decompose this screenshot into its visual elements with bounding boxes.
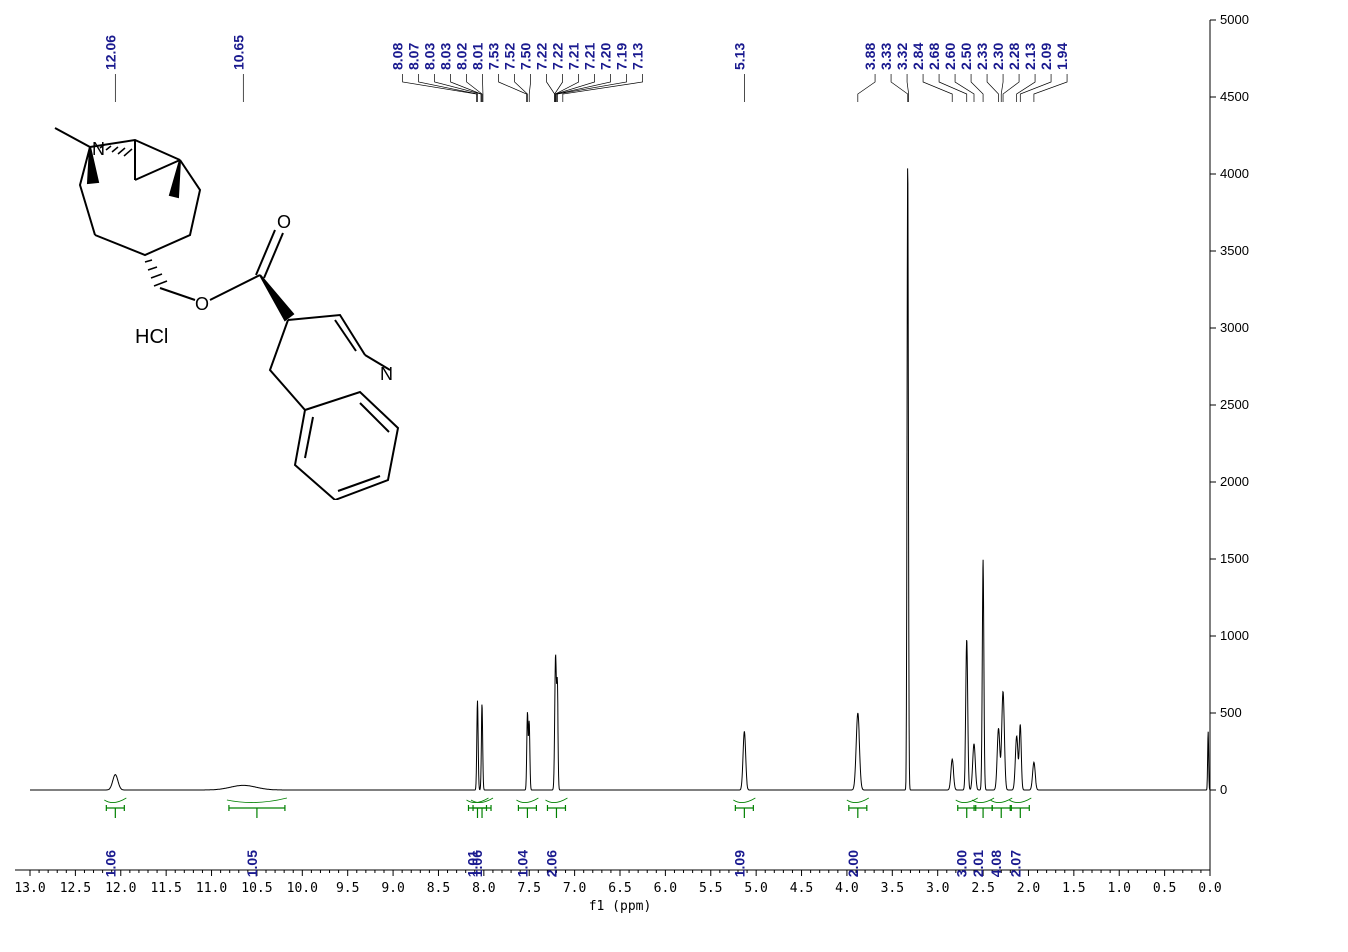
peak-label: 2.60	[942, 43, 958, 70]
hcl-label: HCl	[135, 326, 168, 348]
integral-label: 2.00	[845, 850, 861, 877]
svg-text:6.5: 6.5	[608, 881, 631, 896]
svg-text:1.5: 1.5	[1062, 881, 1085, 896]
svg-text:8.5: 8.5	[427, 881, 450, 896]
peak-label: 10.65	[230, 35, 246, 70]
svg-text:10.0: 10.0	[287, 881, 318, 896]
svg-text:500: 500	[1220, 705, 1242, 720]
svg-text:4500: 4500	[1220, 89, 1249, 104]
svg-text:10.5: 10.5	[241, 881, 272, 896]
peak-label: 2.09	[1038, 43, 1054, 70]
peak-label: 7.52	[502, 43, 518, 70]
integral-label: 2.07	[1007, 850, 1023, 877]
svg-text:6.0: 6.0	[654, 881, 677, 896]
svg-text:5.5: 5.5	[699, 881, 722, 896]
svg-text:4000: 4000	[1220, 166, 1249, 181]
svg-text:4.0: 4.0	[835, 881, 858, 896]
peak-label: 7.50	[518, 43, 534, 70]
svg-text:5.0: 5.0	[744, 881, 767, 896]
svg-text:11.5: 11.5	[150, 881, 181, 896]
peak-label: 7.53	[486, 43, 502, 70]
svg-text:1.0: 1.0	[1107, 881, 1130, 896]
peak-label: 8.02	[454, 43, 470, 70]
integral-label: 1.05	[244, 850, 260, 877]
svg-text:8.0: 8.0	[472, 881, 495, 896]
peak-label: 8.03	[438, 43, 454, 70]
svg-text:3500: 3500	[1220, 243, 1249, 258]
svg-text:N: N	[380, 364, 393, 384]
peak-label: 8.07	[406, 43, 422, 70]
svg-text:0.0: 0.0	[1198, 881, 1221, 896]
integral-label: 3.00	[954, 850, 970, 877]
integral-label: 1.06	[102, 850, 118, 877]
peak-label: 3.32	[894, 43, 910, 70]
peak-label: 3.88	[862, 43, 878, 70]
svg-text:3.0: 3.0	[926, 881, 949, 896]
svg-text:7.0: 7.0	[563, 881, 586, 896]
peak-label: 1.94	[1054, 43, 1070, 70]
peak-label: 2.13	[1022, 43, 1038, 70]
molecule-structure: N O O N	[40, 120, 430, 500]
svg-text:2000: 2000	[1220, 474, 1249, 489]
peak-label: 7.22	[534, 43, 550, 70]
peak-label: 7.19	[614, 43, 630, 70]
integral-label: 1.06	[469, 850, 485, 877]
svg-text:5000: 5000	[1220, 12, 1249, 27]
peak-label: 7.21	[566, 43, 582, 70]
peak-label: 2.30	[990, 43, 1006, 70]
peak-label: 8.08	[390, 43, 406, 70]
peak-label: 8.01	[470, 43, 486, 70]
integral-label: 2.06	[543, 850, 559, 877]
svg-text:13.0: 13.0	[14, 881, 45, 896]
svg-text:2.0: 2.0	[1017, 881, 1040, 896]
molecule-svg: N O O N	[40, 120, 430, 500]
svg-text:1000: 1000	[1220, 628, 1249, 643]
peak-label: 7.20	[598, 43, 614, 70]
svg-text:11.0: 11.0	[196, 881, 227, 896]
peak-label: 5.13	[731, 43, 747, 70]
peak-label: 8.03	[422, 43, 438, 70]
svg-text:2.5: 2.5	[971, 881, 994, 896]
peak-label: 2.33	[974, 43, 990, 70]
integral-label: 2.01	[970, 850, 986, 877]
svg-text:4.5: 4.5	[790, 881, 813, 896]
svg-text:3.5: 3.5	[881, 881, 904, 896]
svg-text:0: 0	[1220, 782, 1227, 797]
peak-label: 7.21	[582, 43, 598, 70]
svg-text:12.5: 12.5	[60, 881, 91, 896]
peak-label: 12.06	[102, 35, 118, 70]
svg-text:0.5: 0.5	[1153, 881, 1176, 896]
peak-label: 2.50	[958, 43, 974, 70]
peak-label: 3.33	[878, 43, 894, 70]
svg-text:2500: 2500	[1220, 397, 1249, 412]
integral-label: 1.09	[731, 850, 747, 877]
peak-label: 7.13	[630, 43, 646, 70]
svg-text:N: N	[92, 139, 105, 159]
svg-text:3000: 3000	[1220, 320, 1249, 335]
svg-text:9.0: 9.0	[381, 881, 404, 896]
svg-text:7.5: 7.5	[517, 881, 540, 896]
svg-text:O: O	[195, 294, 209, 314]
peak-label: 2.68	[926, 43, 942, 70]
integral-label: 4.08	[988, 850, 1004, 877]
integral-label: 1.04	[514, 850, 530, 877]
svg-text:12.0: 12.0	[105, 881, 136, 896]
svg-text:9.5: 9.5	[336, 881, 359, 896]
svg-text:1500: 1500	[1220, 551, 1249, 566]
svg-text:f1 (ppm): f1 (ppm)	[589, 899, 652, 914]
peak-label: 2.84	[910, 43, 926, 70]
peak-label: 7.22	[550, 43, 566, 70]
svg-text:O: O	[277, 212, 291, 232]
peak-label: 2.28	[1006, 43, 1022, 70]
